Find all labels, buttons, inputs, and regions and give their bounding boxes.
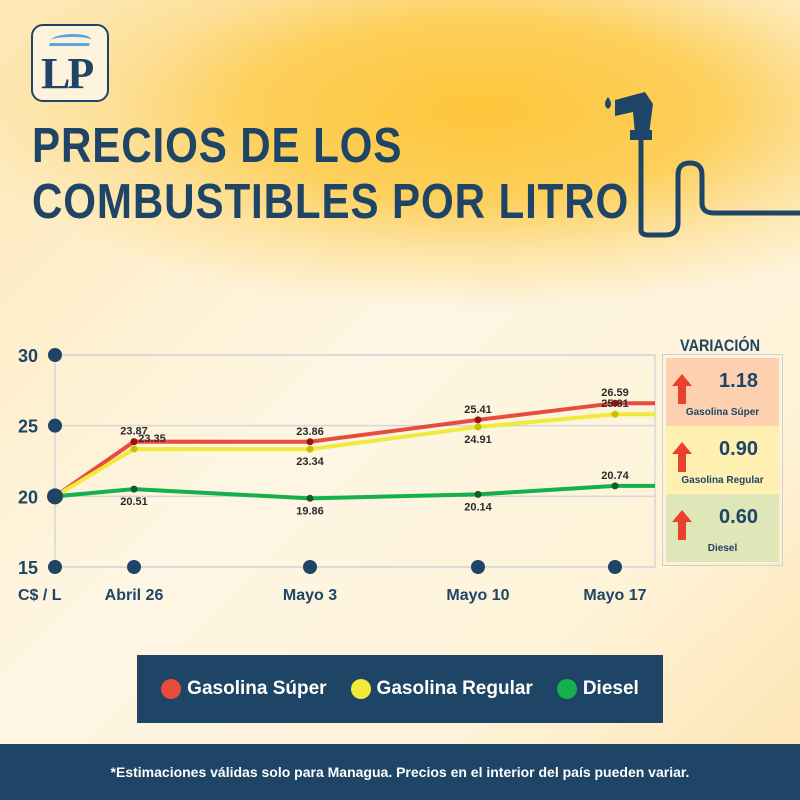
x-tick-label: Mayo 3 <box>283 587 337 604</box>
variation-value: 0.90 <box>719 438 758 460</box>
legend-dot <box>556 679 577 699</box>
data-point <box>130 445 138 453</box>
variation-label: Gasolina Súper <box>685 407 760 418</box>
legend-label: Diesel <box>582 678 639 699</box>
data-label: 23.34 <box>296 456 324 468</box>
x-tick-dot <box>608 560 622 574</box>
variation-label: Diesel <box>707 543 738 554</box>
y-axis-label: C$ / L <box>18 587 62 604</box>
title-line-2: COMBUSTIBLES POR LITRO <box>32 175 630 229</box>
legend-dot <box>350 679 371 699</box>
y-tick-dot <box>48 418 62 433</box>
x-tick-dot <box>471 560 485 574</box>
y-tick-dot <box>48 348 62 362</box>
arrow-up-icon <box>672 374 692 404</box>
data-label: 25.81 <box>601 398 629 410</box>
variation-regular: 0.90 Gasolina Regular <box>666 426 779 494</box>
data-point <box>611 410 619 418</box>
logo: LP <box>31 24 109 102</box>
data-label: 23.35 <box>138 433 166 445</box>
data-label: 19.86 <box>296 505 324 517</box>
legend: Gasolina Súper Gasolina Regular Diesel <box>137 655 663 723</box>
title-line-1: PRECIOS DE LOS <box>32 119 403 173</box>
origin-dot <box>47 488 63 505</box>
y-tick-label: 30 <box>18 346 38 366</box>
variation-label: Gasolina Regular <box>681 475 764 486</box>
data-point <box>306 438 314 446</box>
footer-note: *Estimaciones válidas solo para Managua.… <box>0 744 800 800</box>
y-tick-label: 25 <box>18 417 38 437</box>
legend-item-diesel: Diesel <box>556 678 639 700</box>
data-point <box>474 423 482 431</box>
background-brush <box>0 0 800 330</box>
y-tick-label: 20 <box>18 487 38 507</box>
x-tick-label: Mayo 17 <box>583 587 646 604</box>
data-point <box>306 445 314 453</box>
data-label: 26.59 <box>601 387 629 399</box>
data-label: 23.86 <box>296 426 324 438</box>
series-line-diesel <box>54 483 655 501</box>
data-label: 20.74 <box>601 470 629 482</box>
legend-label: Gasolina Regular <box>376 678 533 699</box>
data-point <box>474 490 482 498</box>
logo-text: LP <box>41 49 94 98</box>
x-tick-dot <box>127 560 141 574</box>
arrow-up-icon <box>672 442 692 472</box>
x-tick-label: Abril 26 <box>105 587 164 604</box>
variation-value: 1.18 <box>719 370 758 392</box>
data-label: 24.91 <box>464 434 492 446</box>
y-tick-label: 15 <box>18 558 38 578</box>
y-tick-dot <box>48 560 62 574</box>
legend-item-regular: Gasolina Regular <box>350 678 533 700</box>
data-point <box>474 416 482 424</box>
page-title: PRECIOS DE LOS COMBUSTIBLES POR LITRO <box>32 118 629 230</box>
flag-icon <box>48 34 94 46</box>
x-tick-label: Mayo 10 <box>446 587 509 604</box>
series-line-gasolina-regular <box>53 412 655 499</box>
legend-item-super: Gasolina Súper <box>161 678 327 700</box>
fuel-nozzle-icon <box>605 92 800 238</box>
variation-diesel: 0.60 Diesel <box>666 494 779 562</box>
x-tick-dot <box>303 560 317 574</box>
data-label: 20.14 <box>464 501 492 513</box>
arrow-up-icon <box>672 510 692 540</box>
variation-super: 1.18 Gasolina Súper <box>666 358 779 426</box>
data-label: 23.87 <box>120 426 148 438</box>
data-point <box>130 438 138 446</box>
data-label: 20.51 <box>120 496 148 508</box>
data-point <box>611 482 619 490</box>
legend-label: Gasolina Súper <box>187 678 327 699</box>
legend-dot <box>161 679 182 699</box>
series-line-gasolina-súper <box>53 401 655 498</box>
data-point <box>611 399 619 407</box>
variation-title: VARIACIÓN <box>680 336 761 355</box>
line-chart: 15 20 25 30 C$ / L Abril 26 Mayo 3 Mayo 10 Mayo … <box>18 346 656 604</box>
plot-frame <box>54 354 656 568</box>
data-point <box>306 494 314 502</box>
variation-value: 0.60 <box>719 506 758 528</box>
data-point <box>130 485 138 493</box>
variation-panel: 1.18 Gasolina Súper 0.90 Gasolina Regula… <box>662 354 783 566</box>
data-label: 25.41 <box>464 404 492 416</box>
